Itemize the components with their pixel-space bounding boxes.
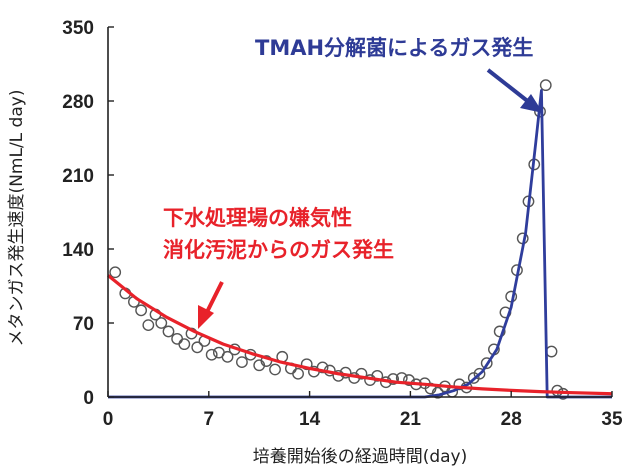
data-point — [178, 338, 191, 351]
data-point — [221, 350, 234, 363]
y-axis-label: メタンガス発生速度(NmL/L day) — [7, 90, 27, 347]
y-tick-label: 210 — [62, 166, 94, 187]
series-line-tmah — [108, 89, 612, 399]
series-line-sludge — [106, 274, 613, 396]
y-tick-label: 280 — [62, 92, 94, 113]
data-point — [135, 304, 148, 317]
y-tick-label: 0 — [83, 388, 94, 409]
data-point — [545, 345, 558, 358]
data-point — [355, 367, 368, 380]
x-tick-label: 0 — [103, 409, 114, 430]
data-point — [473, 367, 486, 380]
data-point — [316, 361, 329, 374]
data-point — [205, 348, 218, 361]
annotation-sludge-line2: 消化汚泥からのガス発生 — [163, 238, 394, 262]
annotation-tmah-arrow — [486, 68, 532, 105]
data-point — [142, 319, 155, 332]
y-tick-label: 140 — [62, 240, 94, 261]
data-point — [480, 357, 493, 370]
annotation-sludge-arrowhead — [198, 305, 214, 329]
x-tick-label: 21 — [400, 409, 422, 430]
y-tick-label: 350 — [62, 18, 94, 39]
data-point — [292, 367, 304, 380]
data-point — [155, 317, 168, 329]
x-tick-label: 7 — [204, 409, 215, 430]
data-point — [387, 373, 400, 385]
x-tick-label: 35 — [601, 409, 623, 430]
x-tick-label: 14 — [299, 409, 321, 430]
data-point — [191, 341, 204, 354]
axes — [107, 26, 613, 398]
data-point — [171, 332, 184, 345]
x-tick-label: 28 — [501, 409, 522, 430]
data-point — [236, 356, 248, 369]
data-point — [162, 325, 175, 338]
annotation-sludge-line1: 下水処理場の嫌気性 — [163, 206, 352, 230]
annotation-sludge-arrow — [204, 281, 224, 315]
data-point — [269, 363, 281, 376]
tick-labels: 0 70 140 210 280 350 0 7 14 21 28 35 — [62, 18, 623, 430]
series-lines — [106, 89, 613, 399]
data-point — [109, 266, 122, 279]
y-tick-label: 70 — [73, 314, 94, 335]
x-axis-label: 培養開始後の経過時間(day) — [253, 447, 468, 467]
data-point — [539, 79, 552, 92]
annotation-tmah: TMAH分解菌によるガス発生 — [255, 36, 533, 60]
annotation-tmah-arrowhead — [520, 94, 543, 113]
